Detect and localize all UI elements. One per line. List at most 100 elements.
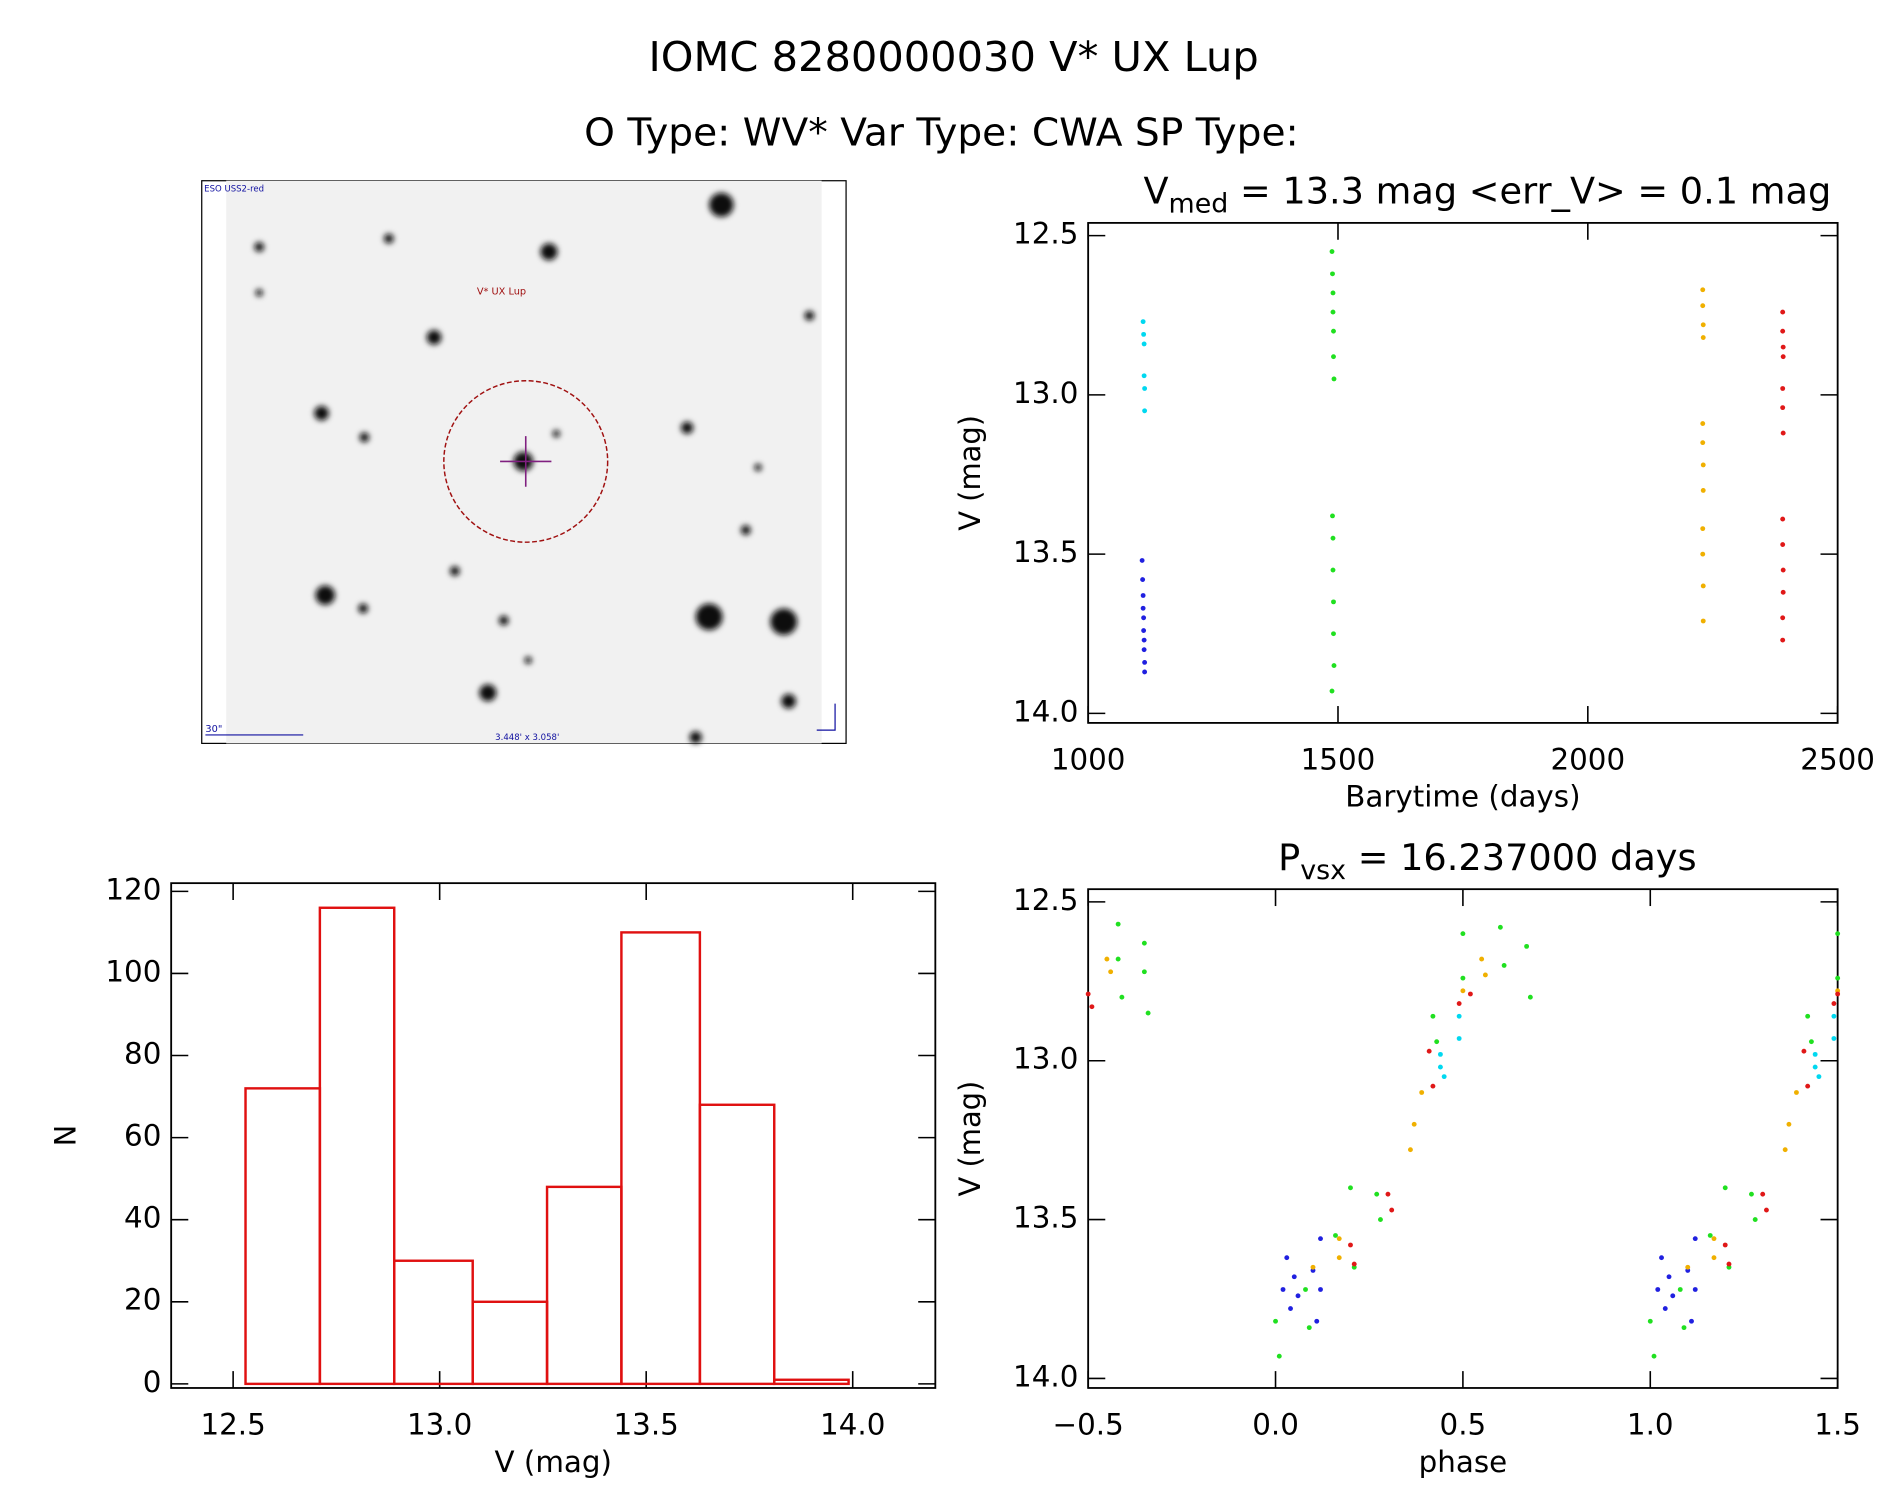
x-tick-label: 13.5 xyxy=(614,1408,679,1442)
x-tick-label: 12.5 xyxy=(200,1408,265,1442)
histogram-bar xyxy=(545,1185,623,1386)
data-point xyxy=(1141,615,1147,621)
data-point xyxy=(1115,921,1121,927)
data-point xyxy=(1760,1191,1766,1197)
image-target: V* UX Lup xyxy=(477,287,526,298)
data-point xyxy=(1284,1255,1290,1261)
data-point xyxy=(1805,1013,1811,1019)
data-point xyxy=(1793,1090,1799,1095)
y-axis-label: V (mag) xyxy=(953,415,987,531)
data-point xyxy=(1707,1233,1713,1238)
data-point xyxy=(1330,567,1336,573)
data-point xyxy=(1306,1325,1312,1331)
data-point xyxy=(1801,1048,1807,1054)
data-point xyxy=(1330,290,1336,296)
y-tick-label: 14.0 xyxy=(1013,694,1078,728)
data-point xyxy=(1430,1083,1436,1089)
data-point xyxy=(1295,1293,1301,1299)
data-point xyxy=(1331,328,1336,334)
page-title: IOMC 8280000030 V* UX Lup xyxy=(649,33,1259,81)
data-point xyxy=(1700,303,1706,309)
data-point xyxy=(1647,1318,1653,1324)
data-point xyxy=(1331,599,1336,605)
data-point xyxy=(1331,376,1337,382)
sky-image: ESO USS2-red V* UX Lup 30" 3.448' x 3.05… xyxy=(201,180,847,744)
data-point xyxy=(1812,1064,1818,1070)
data-point xyxy=(1089,1004,1095,1010)
data-point xyxy=(1780,386,1786,391)
data-point xyxy=(1700,462,1706,468)
data-point xyxy=(1782,1147,1788,1153)
data-point xyxy=(1722,1242,1728,1248)
data-point xyxy=(1808,1039,1814,1045)
data-point xyxy=(1780,516,1786,522)
data-point xyxy=(1330,271,1335,277)
data-point xyxy=(1831,1013,1837,1019)
data-point xyxy=(1700,322,1706,328)
data-point xyxy=(1780,344,1786,350)
data-point xyxy=(1780,309,1786,315)
data-point xyxy=(1780,328,1786,334)
data-point xyxy=(1139,558,1145,563)
data-point xyxy=(1501,963,1507,968)
data-point xyxy=(1700,551,1706,557)
x-tick-label: 0.5 xyxy=(1440,1408,1487,1442)
x-tick-label: 2500 xyxy=(1800,743,1875,777)
data-point xyxy=(1333,1233,1338,1238)
data-point xyxy=(1273,1318,1278,1324)
data-point xyxy=(1314,1318,1320,1324)
x-tick-label: 1.5 xyxy=(1814,1408,1861,1442)
data-point xyxy=(1497,924,1503,930)
data-point xyxy=(1288,1306,1293,1311)
data-point xyxy=(1711,1236,1717,1242)
data-point xyxy=(1142,659,1148,665)
x-tick-label: 0.0 xyxy=(1252,1408,1299,1442)
data-point xyxy=(1141,637,1147,643)
data-point xyxy=(1681,1325,1687,1331)
data-point xyxy=(1700,618,1706,624)
title-main: P xyxy=(1278,836,1300,879)
data-point xyxy=(1780,637,1786,643)
data-point xyxy=(1310,1264,1316,1270)
data-point xyxy=(1655,1287,1661,1292)
data-point xyxy=(1330,309,1336,315)
data-point xyxy=(1336,1255,1342,1261)
histogram-bar xyxy=(471,1300,549,1386)
x-axis-label: phase xyxy=(1419,1445,1508,1479)
data-point xyxy=(1726,1261,1732,1267)
data-point xyxy=(1711,1255,1717,1261)
y-tick-label: 80 xyxy=(124,1037,161,1071)
data-point xyxy=(1527,994,1533,1000)
data-point xyxy=(1677,1287,1683,1292)
data-point xyxy=(1835,991,1841,997)
data-point xyxy=(1318,1287,1323,1292)
data-point xyxy=(1142,669,1148,675)
data-point xyxy=(1141,969,1147,975)
data-point xyxy=(1764,1207,1769,1213)
data-point xyxy=(1331,663,1337,668)
data-point xyxy=(1700,287,1706,293)
y-tick-label: 13.0 xyxy=(1013,1042,1078,1076)
data-point xyxy=(1812,1051,1818,1057)
data-point xyxy=(1351,1261,1357,1267)
x-tick-label: 1.0 xyxy=(1627,1408,1674,1442)
data-point xyxy=(1141,628,1147,633)
data-point xyxy=(1524,943,1530,949)
data-point xyxy=(1749,1191,1754,1197)
data-point xyxy=(1419,1090,1425,1095)
x-tick-label: 2000 xyxy=(1550,743,1625,777)
title-main: V xyxy=(1143,169,1168,212)
data-point xyxy=(1434,1039,1440,1045)
data-point xyxy=(1336,1236,1342,1242)
data-point xyxy=(1437,1064,1443,1070)
data-point xyxy=(1329,249,1335,254)
data-point xyxy=(1141,331,1147,337)
y-axis-label: V (mag) xyxy=(953,1081,987,1197)
title-sub: med xyxy=(1169,188,1229,219)
data-point xyxy=(1104,956,1110,962)
data-point xyxy=(1141,341,1147,347)
data-point xyxy=(1805,1083,1811,1089)
data-point xyxy=(1835,975,1841,981)
